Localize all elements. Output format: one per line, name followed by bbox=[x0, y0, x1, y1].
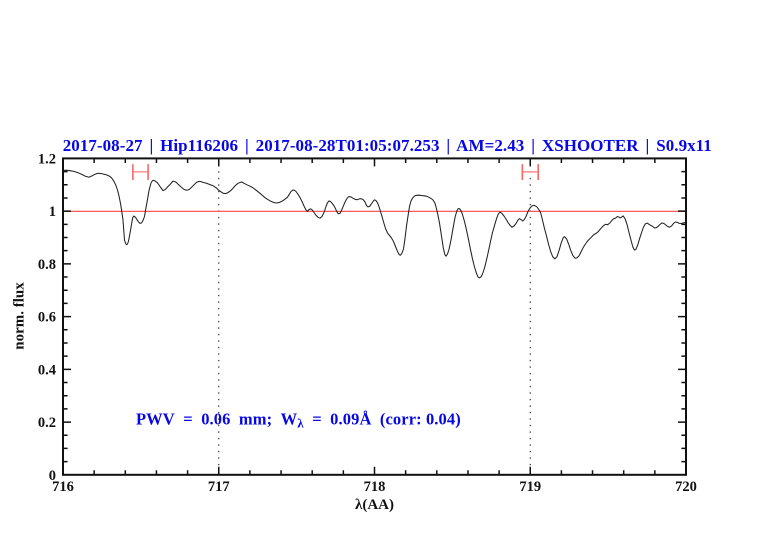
svg-text:2017-08-27 | Hip116206 | 2017-: 2017-08-27 | Hip116206 | 2017-08-28T01:0… bbox=[63, 136, 712, 155]
svg-text:0.2: 0.2 bbox=[38, 415, 56, 431]
svg-text:0.6: 0.6 bbox=[38, 310, 56, 326]
svg-text:0.4: 0.4 bbox=[38, 362, 56, 378]
svg-text:0.8: 0.8 bbox=[38, 257, 56, 273]
svg-text:1: 1 bbox=[49, 204, 56, 220]
svg-text:716: 716 bbox=[52, 479, 74, 495]
svg-text:717: 717 bbox=[208, 479, 230, 495]
svg-text:1.2: 1.2 bbox=[38, 151, 56, 167]
svg-text:PWV = 0.06 mm; Wλ = 0.09: PWV = 0.06 mm; Wλ = 0.09Å (corr: 0.04) bbox=[136, 410, 461, 431]
svg-text:719: 719 bbox=[519, 479, 541, 495]
svg-text:λ(AA): λ(AA) bbox=[355, 497, 394, 513]
svg-text:norm. flux: norm. flux bbox=[12, 282, 28, 350]
svg-text:718: 718 bbox=[364, 479, 386, 495]
svg-text:720: 720 bbox=[675, 479, 697, 495]
svg-text:0: 0 bbox=[49, 468, 56, 484]
